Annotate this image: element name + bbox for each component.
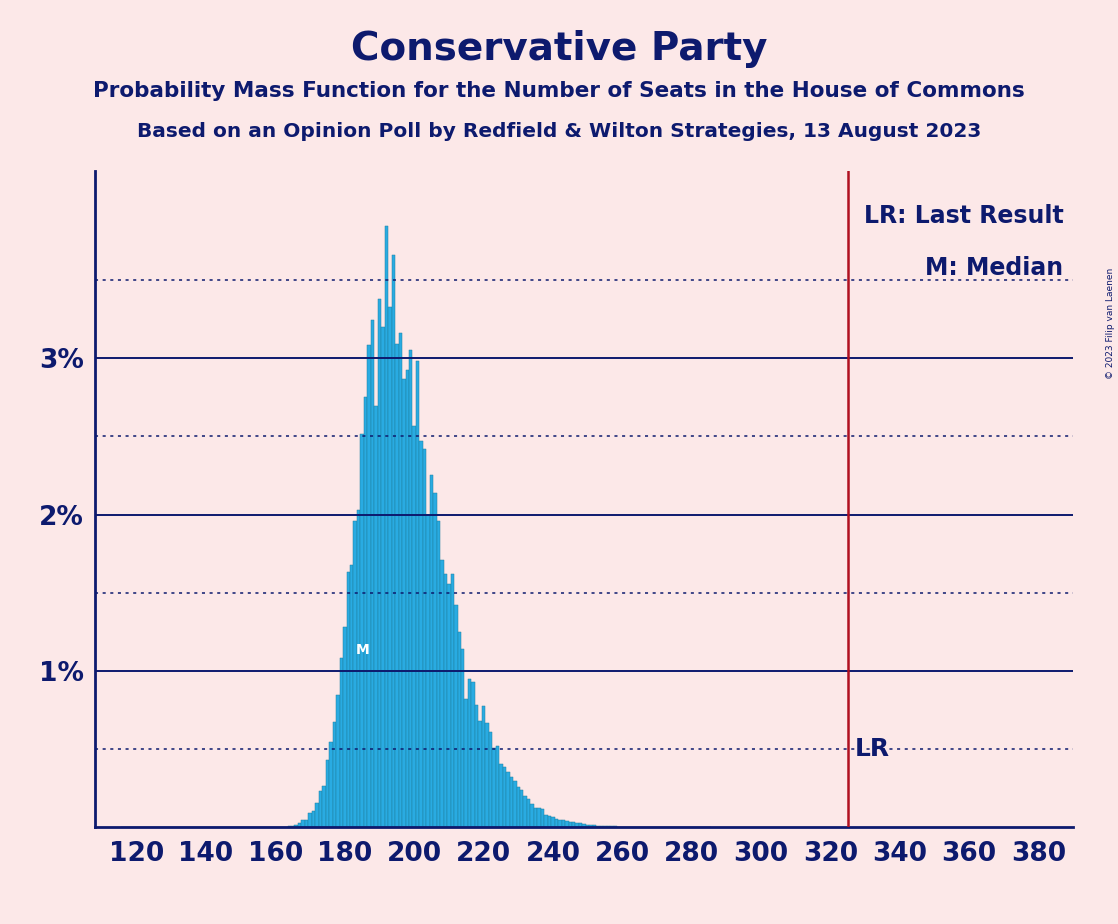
Bar [419,442,423,827]
Bar [551,817,555,827]
Bar [305,821,309,827]
Bar [520,790,523,827]
Bar [312,811,315,827]
Bar [319,792,322,827]
Bar [489,732,492,827]
Bar [561,821,565,827]
Bar [395,345,398,827]
Bar [434,492,437,827]
Bar [503,767,506,827]
Bar [315,803,319,827]
Bar [492,748,495,827]
Text: © 2023 Filip van Laenen: © 2023 Filip van Laenen [1106,268,1115,379]
Bar [586,824,589,827]
Bar [589,825,593,827]
Bar [485,723,489,827]
Bar [360,433,363,827]
Bar [333,722,337,827]
Bar [464,699,468,827]
Bar [340,658,343,827]
Bar [350,565,353,827]
Bar [353,521,357,827]
Bar [391,255,395,827]
Bar [378,299,381,827]
Bar [309,813,312,827]
Bar [454,605,457,827]
Bar [343,627,347,827]
Bar [513,782,517,827]
Bar [291,825,294,827]
Text: M: Median: M: Median [926,256,1063,280]
Bar [457,632,461,827]
Bar [357,509,360,827]
Text: Based on an Opinion Poll by Redfield & Wilton Strategies, 13 August 2023: Based on an Opinion Poll by Redfield & W… [136,122,982,141]
Bar [538,808,541,827]
Bar [572,822,576,827]
Bar [506,772,510,827]
Bar [517,787,520,827]
Bar [322,786,325,827]
Bar [555,819,558,827]
Bar [347,572,350,827]
Bar [579,823,582,827]
Bar [527,798,530,827]
Bar [475,705,479,827]
Bar [482,707,485,827]
Bar [371,321,375,827]
Bar [472,683,475,827]
Bar [437,521,440,827]
Bar [337,695,340,827]
Bar [416,361,419,827]
Bar [604,826,607,827]
Text: M: M [356,643,369,657]
Bar [423,449,426,827]
Bar [302,821,305,827]
Bar [385,226,388,827]
Bar [558,820,561,827]
Bar [325,760,329,827]
Bar [576,823,579,827]
Bar [596,825,599,827]
Text: Conservative Party: Conservative Party [351,30,767,67]
Bar [398,333,402,827]
Bar [569,822,572,827]
Text: LR: Last Result: LR: Last Result [864,204,1063,227]
Bar [499,763,503,827]
Text: LR: LR [855,736,890,760]
Bar [530,805,534,827]
Bar [451,574,454,827]
Bar [299,823,302,827]
Bar [523,796,527,827]
Bar [406,370,409,827]
Bar [444,574,447,827]
Bar [565,821,569,827]
Bar [426,515,429,827]
Bar [294,825,299,827]
Bar [593,825,596,827]
Bar [329,742,333,827]
Bar [388,308,391,827]
Text: Probability Mass Function for the Number of Seats in the House of Commons: Probability Mass Function for the Number… [93,81,1025,102]
Bar [375,407,378,827]
Bar [429,475,434,827]
Bar [440,561,444,827]
Bar [548,816,551,827]
Bar [413,426,416,827]
Bar [468,679,472,827]
Bar [402,379,406,827]
Bar [368,346,371,827]
Bar [409,350,413,827]
Bar [544,815,548,827]
Bar [599,826,604,827]
Bar [541,808,544,827]
Bar [447,584,451,827]
Bar [510,777,513,827]
Bar [495,746,499,827]
Bar [582,824,586,827]
Bar [479,721,482,827]
Bar [461,649,464,827]
Bar [363,396,368,827]
Bar [381,327,385,827]
Bar [534,808,538,827]
